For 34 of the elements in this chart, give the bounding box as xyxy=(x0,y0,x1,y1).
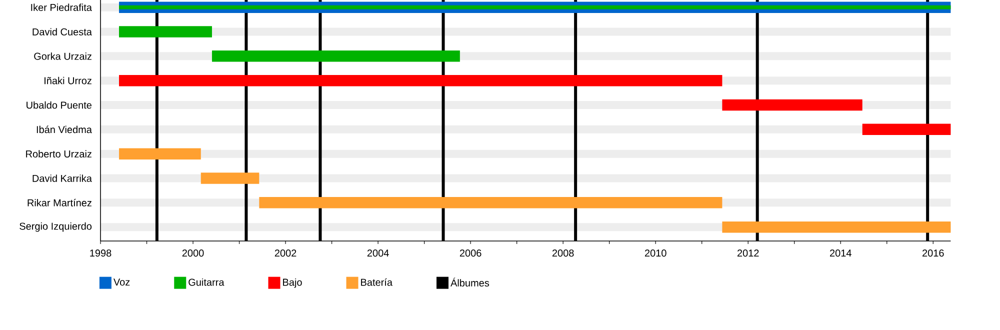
bar xyxy=(259,197,722,208)
bar xyxy=(119,74,722,86)
x-tick-label: 2002 xyxy=(274,250,296,257)
legend-label: Bajo xyxy=(283,278,302,288)
bar xyxy=(722,99,862,111)
y-tick-label: Iker Piedrafita xyxy=(31,4,92,11)
bar xyxy=(119,26,212,38)
x-tick-label: 2004 xyxy=(367,250,389,257)
bar xyxy=(200,172,260,184)
y-tick-label: David Cuesta xyxy=(32,28,92,36)
y-tick-label: Gorka Urzaiz xyxy=(34,52,92,60)
y-tick-label: Iñaki Urroz xyxy=(44,76,92,84)
legend-label: Voz xyxy=(113,278,130,286)
x-tick-label: 2016 xyxy=(922,250,944,257)
x-tick-label: 2012 xyxy=(737,250,759,257)
y-tick-label: Rikar Martínez xyxy=(28,198,92,206)
y-tick-label: David Karrika xyxy=(32,174,92,182)
x-tick-label: 2008 xyxy=(552,250,574,257)
legend-label: Álbumes xyxy=(450,278,490,287)
bar xyxy=(119,148,201,160)
x-tick-label: 2000 xyxy=(182,250,204,257)
bar xyxy=(212,50,460,62)
bar xyxy=(722,221,951,233)
legend-label: Guitarra xyxy=(188,278,224,286)
x-tick-label: 2010 xyxy=(644,250,666,257)
y-tick-label: Roberto Urzaiz xyxy=(26,150,92,158)
y-tick-label: Sergio Izquierdo xyxy=(20,222,92,232)
y-tick-label: Ibán Viedma xyxy=(36,126,92,134)
bar xyxy=(862,124,951,136)
x-tick-label: 2006 xyxy=(460,250,482,257)
x-tick-label: 2014 xyxy=(830,250,852,257)
y-tick-label: Ubaldo Puente xyxy=(26,101,92,109)
x-tick-label: 1998 xyxy=(90,250,112,257)
legend-label: Batería xyxy=(361,278,393,286)
